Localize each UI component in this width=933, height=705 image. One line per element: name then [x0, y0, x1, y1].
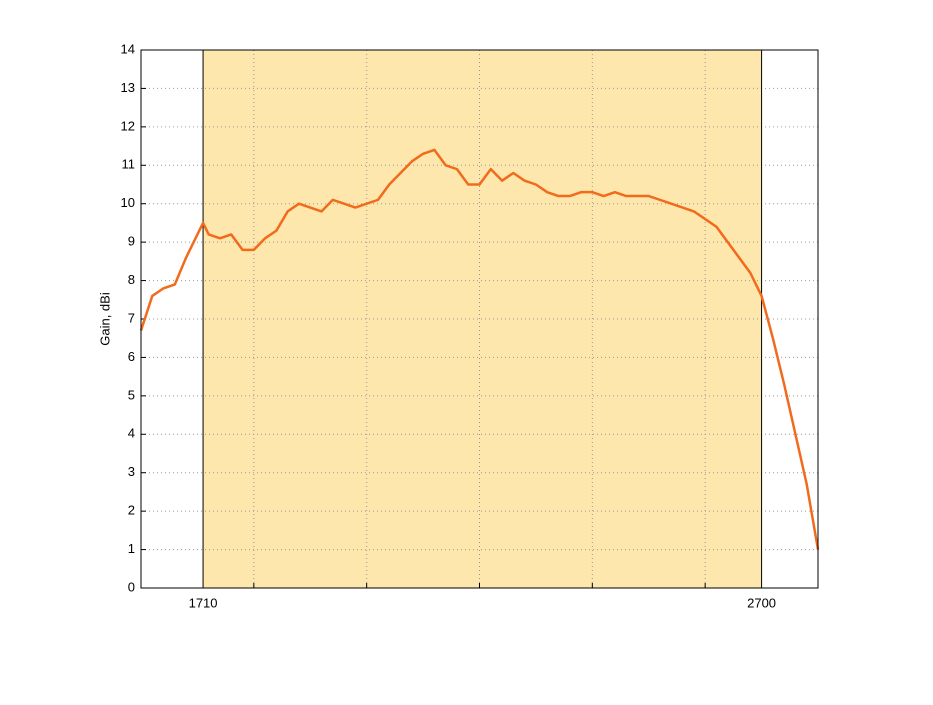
data-line	[139, 148, 820, 550]
y-tick-label: 8	[128, 272, 135, 287]
y-tick-label: 14	[121, 41, 135, 56]
y-tick-label: 1	[128, 541, 135, 556]
plot-frame	[140, 49, 819, 589]
y-tick-label: 9	[128, 234, 135, 249]
y-tick-label: 6	[128, 349, 135, 364]
y-tick-label: 4	[128, 426, 135, 441]
y-tick-label: 10	[121, 195, 135, 210]
highlight-band	[203, 50, 762, 588]
y-tick-label: 2	[128, 503, 135, 518]
y-tick-label: 11	[122, 157, 136, 172]
y-tick-label: 0	[128, 579, 135, 594]
x-tick-label: 2700	[747, 595, 776, 610]
y-tick-label: 12	[121, 118, 135, 133]
y-tick-label: 7	[128, 310, 135, 325]
y-tick-label: 13	[121, 80, 135, 95]
y-tick-label: 3	[128, 464, 135, 479]
y-tick-label: 5	[128, 387, 135, 402]
y-axis-label: Gain, dBi	[97, 292, 112, 346]
x-tick-label: 1710	[189, 595, 218, 610]
